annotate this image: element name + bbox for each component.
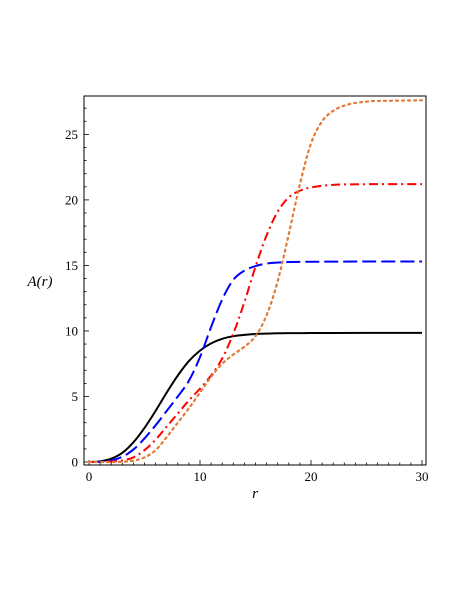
y-axis-label: A(r) (27, 274, 53, 290)
y-tick-label: 5 (72, 389, 79, 404)
x-tick-label: 0 (86, 469, 93, 484)
x-tick-label: 10 (194, 469, 207, 484)
axis-ticks: 0 10 20 30 0 5 10 15 20 25 (65, 107, 429, 484)
series-layer (87, 99, 424, 464)
series-line-1 (88, 331, 423, 463)
x-tick-label: 20 (305, 469, 318, 484)
series-line-2 (88, 260, 423, 463)
y-tick-label: 15 (65, 258, 78, 273)
plot-frame (83, 95, 427, 466)
y-tick-label: 10 (65, 323, 78, 338)
y-tick-label: 0 (72, 455, 79, 470)
y-tick-label: 20 (65, 192, 78, 207)
y-tick-label: 25 (65, 127, 78, 142)
series-line-3 (88, 183, 423, 464)
x-tick-label: 30 (416, 469, 429, 484)
x-axis-label: r (252, 486, 258, 502)
series-line-4 (87, 99, 424, 464)
